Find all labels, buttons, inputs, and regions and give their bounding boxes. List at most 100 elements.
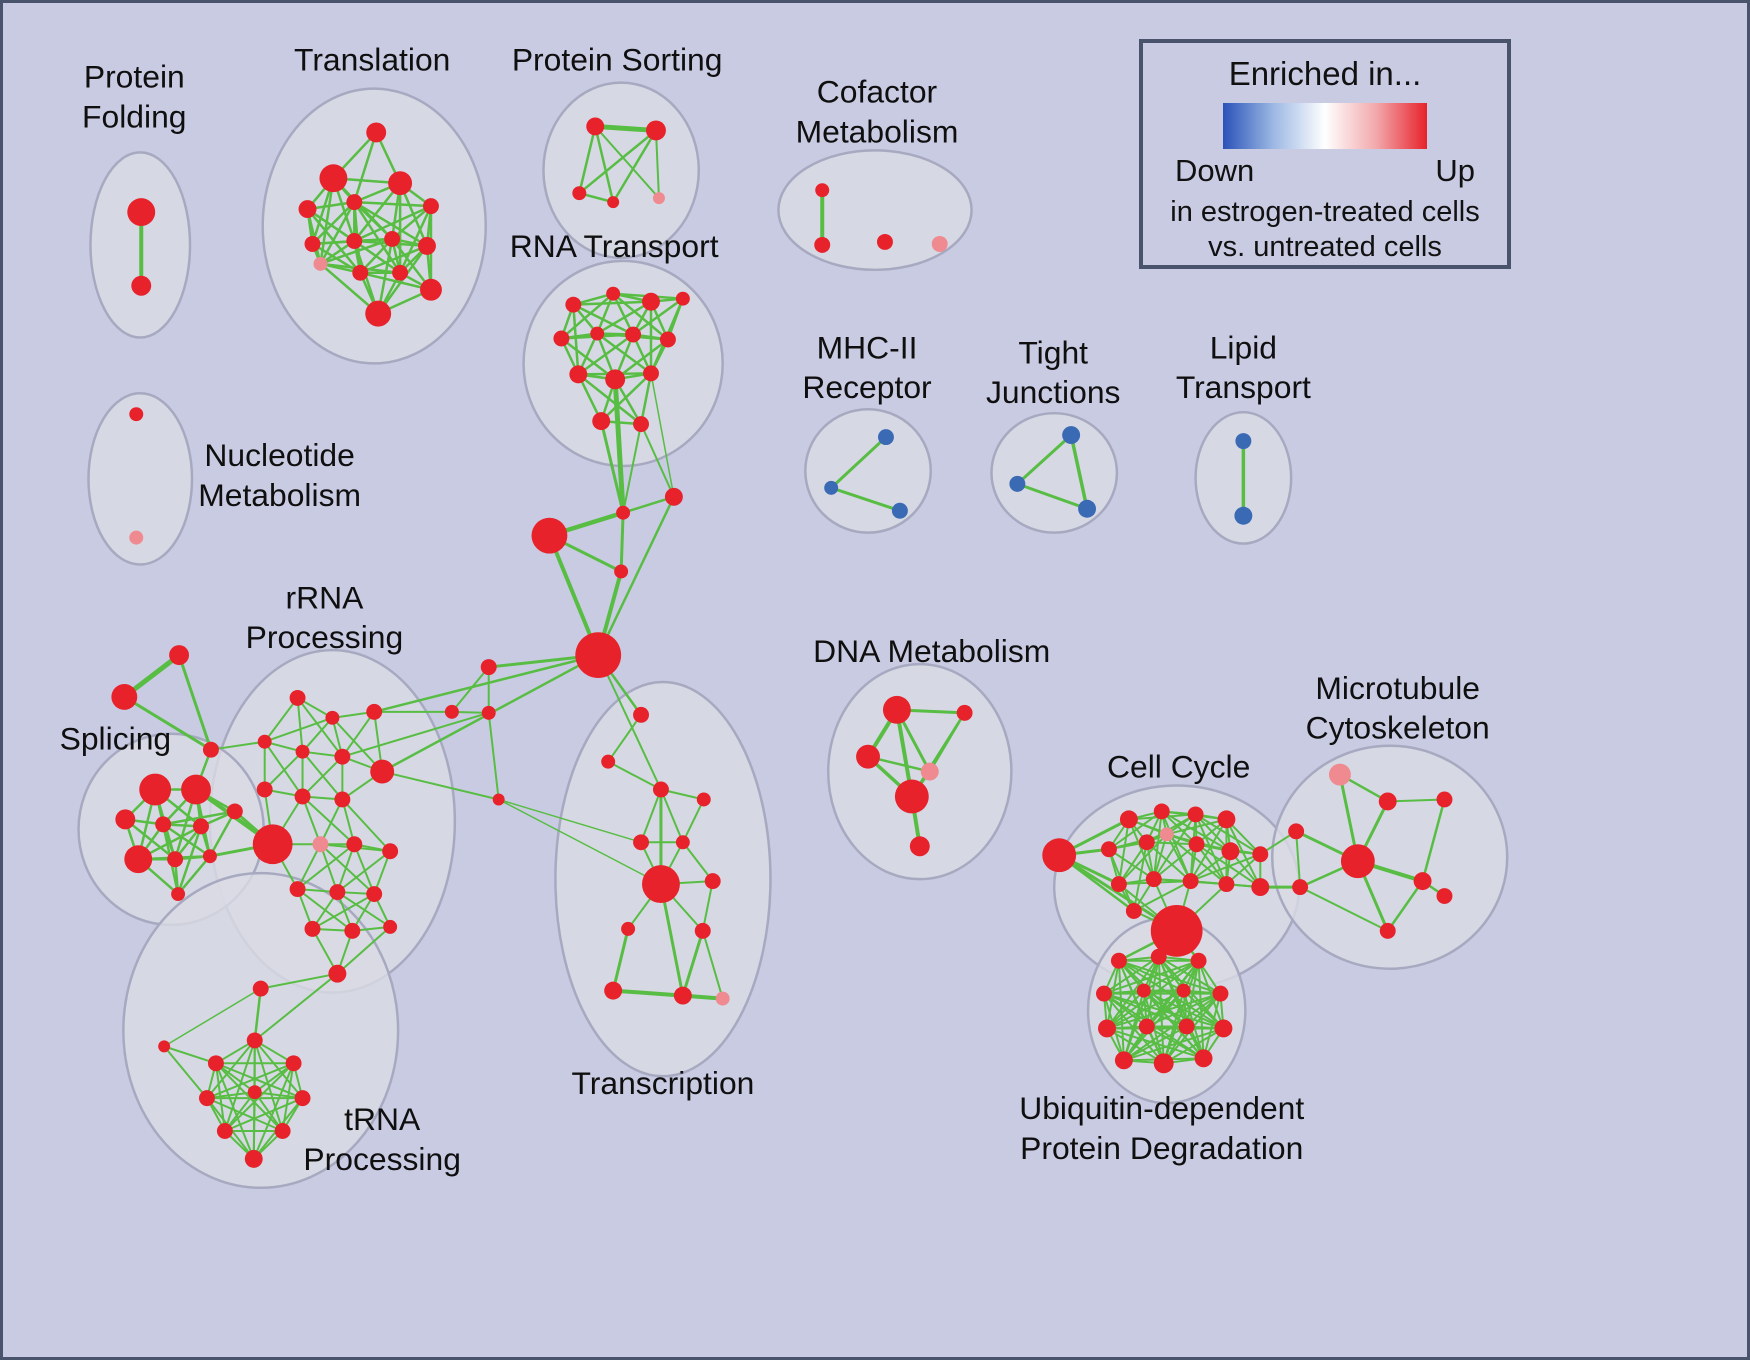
graph-node-m1 [480,659,497,676]
graph-edge-rrna-processing [296,696,304,753]
graph-node-r18 [304,920,321,937]
graph-edge-rrna-processing [301,795,322,846]
graph-node-tr6 [675,835,690,850]
graph-edge [163,1045,217,1065]
graph-edge [640,423,675,498]
graph-node-cf1 [815,183,830,198]
graph-node-cc9 [1188,836,1205,853]
graph-edge [1069,433,1089,511]
graph-node-d1 [882,695,911,724]
graph-node-cc6 [1100,841,1117,858]
graph-node-r8 [256,781,273,798]
graph-node-r20 [383,919,398,934]
graph-node-d4 [920,762,939,781]
graph-node-cc1 [1042,838,1077,873]
graph-edge [592,123,659,133]
graph-node-r2 [325,710,340,725]
graph-node-a1 [169,645,190,666]
graph-node-cc13 [1145,871,1162,888]
graph-edge [1295,830,1302,889]
graph-edge [372,653,600,714]
graph-edge-translation [319,237,394,266]
graph-edge-rna-transport [611,292,670,341]
graph-node-r15 [289,881,306,898]
graph-node-cc2 [1119,810,1138,829]
graph-node-mt6 [1292,879,1309,896]
graph-node-u9 [1138,1018,1155,1035]
graph-node-u7 [1212,985,1229,1002]
graph-edge-trna-processing [223,1091,256,1132]
graph-edge-transcription [659,788,684,844]
graph-node-s7 [124,845,153,874]
graph-edge-cell-cycle [1165,833,1228,886]
graph-edge-rrna-processing [336,925,392,975]
graph-node-u4 [1096,985,1112,1002]
graph-node-s4 [155,816,172,833]
graph-node-t13 [392,264,409,281]
graph-node-tr9 [621,921,636,936]
graph-edge-splicing [176,854,212,896]
graph-node-u1 [1110,952,1127,969]
graph-edge-transcription [681,798,705,844]
graph-edge-trna-processing [253,1091,304,1100]
graph-edge-ubiquitin [1162,1027,1225,1065]
graph-node-mh3 [891,502,908,519]
graph-node-big [1150,905,1203,957]
graph-node-q5 [247,1085,262,1100]
graph-edge-cell-cycle [1189,853,1262,883]
graph-edge-ubiquitin [1157,955,1222,995]
graph-edge-splicing [161,810,237,826]
graph-edge-trna-processing [214,1062,256,1094]
graph-edge [611,129,658,204]
graph-edge [594,125,660,200]
graph-node-hub [575,632,622,679]
graph-node-s8 [167,851,184,868]
graph-node-mt2 [1378,792,1397,811]
graph-node-u2 [1150,948,1167,965]
graph-node-r16 [329,884,346,901]
graph-node-u10 [1178,1018,1195,1035]
graph-node-ps2 [646,120,666,141]
graph-node-tr7 [642,865,680,904]
graph-node-lt2 [1234,506,1253,525]
cluster-label-transcription: Transcription [572,1065,755,1101]
graph-node-r7 [370,759,395,784]
graph-node-r19 [344,922,361,939]
graph-edge-translation [353,131,378,204]
graph-node-rt2 [606,286,621,301]
graph-node-r9 [294,788,311,805]
graph-edge-cell-cycle [1152,810,1163,881]
graph-node-r17 [366,886,383,903]
graph-node-mt3 [1436,791,1453,808]
legend-ends-row: Down Up [1175,153,1475,189]
graph-edge-cell-cycle [1117,818,1130,886]
graph-node-x3 [531,517,568,554]
graph-edge [163,987,262,1048]
graph-node-m4 [492,793,505,806]
graph-node-u5 [1136,983,1151,998]
graph-node-r13 [346,836,363,853]
graph-edge-rrna-processing [296,696,344,758]
graph-edge-trna-processing [223,1097,304,1132]
graph-node-t8 [346,232,363,249]
graph-edge-cell-cycle [1107,833,1168,851]
legend-caption-line1: in estrogen-treated cells [1170,196,1480,228]
graph-edge-translation [390,204,433,241]
cluster-ellipse-mhc-ii-receptor [804,407,932,534]
graph-node-u13 [1153,1053,1174,1074]
cluster-label-rna-transport: RNA Transport [510,228,719,264]
graph-node-lt1 [1235,433,1252,450]
graph-edge-splicing [208,810,237,858]
graph-node-rt6 [590,326,605,341]
graph-edge [612,376,626,516]
graph-edge-rrna-processing [301,795,356,846]
graph-node-cc7 [1138,834,1155,851]
graph-edge-ubiquitin [1105,1027,1165,1065]
graph-node-rt10 [605,369,626,390]
graph-edge-translation [353,204,433,243]
graph-node-q7 [216,1123,233,1139]
cluster-label-splicing: Splicing [60,721,172,757]
graph-edge [1015,433,1073,486]
graph-node-mt9 [1379,922,1396,939]
